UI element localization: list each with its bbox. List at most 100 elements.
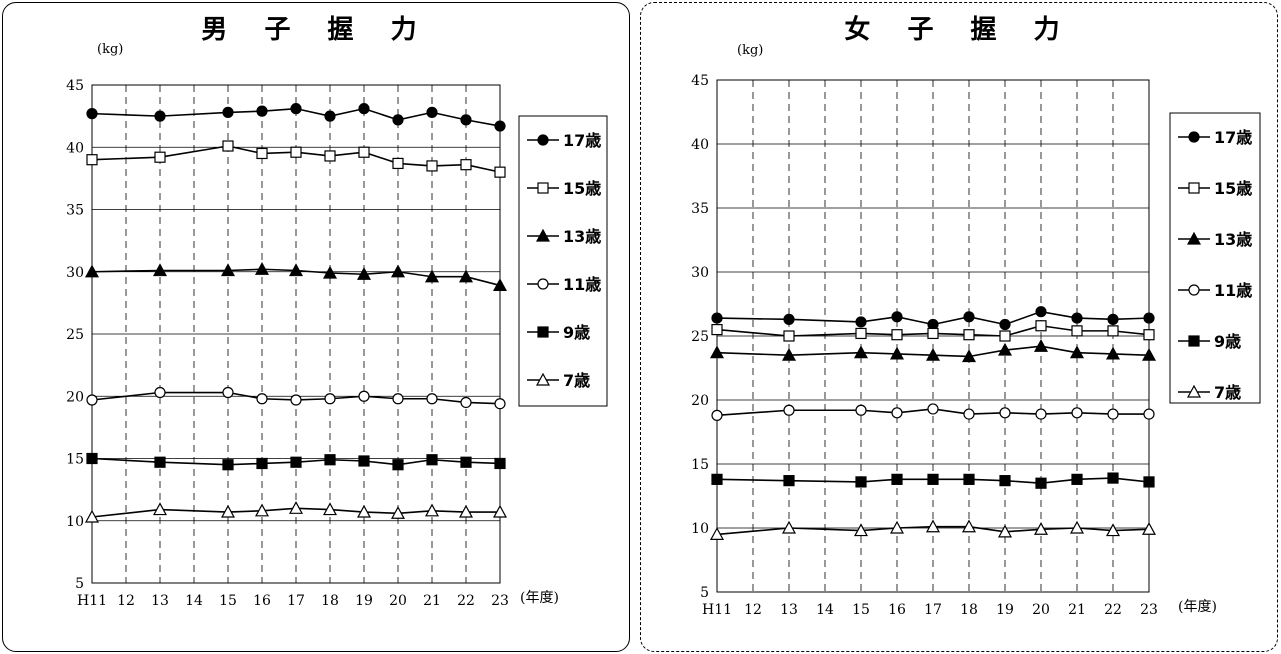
legend-box: [518, 115, 608, 407]
data-point: [891, 473, 903, 485]
data-point: [711, 473, 723, 485]
legend-item: 7歳: [527, 371, 590, 390]
x-tick-label: 14: [816, 602, 834, 618]
data-point: [86, 394, 98, 406]
legend-item: 17歳: [1178, 128, 1252, 147]
chart-panel-girls: 女 子 握 力 (kg) 5 10 15 20 25 30 35 40 45 H11 12 13 14 15…: [640, 2, 1278, 652]
data-point: [963, 329, 975, 341]
legend-label: 9歳: [1214, 332, 1241, 351]
data-point: [86, 154, 98, 166]
data-point: [358, 455, 370, 467]
data-point: [855, 476, 867, 488]
data-point: [254, 503, 270, 517]
data-point: [494, 166, 506, 178]
data-point: [390, 506, 406, 519]
series-6: [84, 501, 508, 523]
data-point: [424, 269, 440, 283]
x-tick-label: H11: [702, 602, 732, 618]
data-point: [1035, 306, 1047, 318]
legend-item: 15歳: [527, 179, 601, 198]
data-point: [152, 502, 168, 516]
chart-boys-grip: (kg) 5 10 15 20 25 30 35 40 45 H11 12 13 14 15 16 17 18 19…: [66, 42, 608, 609]
legend-label: 17歳: [1214, 128, 1252, 147]
data-point: [1141, 522, 1157, 535]
data-point: [1143, 408, 1155, 420]
legend-marker: [537, 278, 549, 290]
data-point: [358, 146, 370, 158]
data-point: [963, 473, 975, 485]
data-point: [709, 345, 725, 359]
data-point: [290, 394, 302, 406]
data-point: [84, 509, 100, 523]
data-point: [1143, 476, 1155, 488]
x-tick-label: 16: [253, 593, 271, 609]
data-point: [783, 404, 795, 416]
data-point: [256, 393, 268, 405]
data-point: [458, 504, 474, 518]
legend-item: 11歳: [1178, 281, 1252, 300]
data-point: [1141, 347, 1157, 361]
data-point: [781, 520, 797, 534]
x-tick-label: 23: [491, 593, 509, 609]
x-tick-label: 22: [457, 593, 475, 609]
data-point: [1071, 312, 1083, 324]
data-point: [853, 523, 869, 537]
data-point: [961, 349, 977, 363]
series-5: [711, 472, 1155, 489]
data-point: [999, 330, 1011, 342]
legend-marker: [1188, 284, 1200, 296]
data-point: [963, 408, 975, 420]
data-point: [254, 262, 270, 275]
data-point: [222, 140, 234, 152]
series-2: [86, 140, 506, 178]
data-point: [492, 504, 508, 518]
data-point: [999, 407, 1011, 419]
x-tick-label: 15: [219, 593, 237, 609]
y-axis-unit: (kg): [97, 42, 123, 57]
legend-marker: [1188, 182, 1200, 194]
y-tick-label: 20: [691, 393, 709, 409]
x-tick-label: 16: [888, 602, 906, 618]
data-point: [891, 311, 903, 323]
legend-marker: [537, 134, 549, 146]
legend-marker: [1188, 131, 1200, 143]
data-point: [154, 151, 166, 163]
data-point: [424, 503, 440, 517]
x-tick-label: 18: [960, 602, 978, 618]
data-point: [288, 501, 304, 514]
data-point: [711, 324, 723, 336]
legend-item: 17歳: [527, 131, 601, 150]
x-tick-label: 21: [1068, 602, 1086, 618]
data-point: [1107, 325, 1119, 337]
legend-marker: [535, 228, 551, 242]
data-point: [781, 347, 797, 361]
legend-label: 17歳: [563, 131, 601, 150]
data-point: [290, 146, 302, 158]
data-point: [783, 475, 795, 487]
y-axis-unit: (kg): [737, 43, 763, 58]
data-point: [997, 524, 1013, 538]
data-point: [460, 159, 472, 171]
y-tick-label: 5: [700, 585, 709, 601]
legend-marker: [1186, 231, 1202, 245]
x-tick-label: 20: [389, 593, 407, 609]
x-tick-label: 12: [117, 593, 135, 609]
data-point: [783, 330, 795, 342]
y-tick-label: 30: [66, 265, 84, 281]
data-point: [290, 456, 302, 468]
y-tick-label: 45: [66, 78, 84, 94]
x-tick-label: 13: [780, 602, 798, 618]
y-tick-label: 40: [66, 140, 84, 156]
data-point: [889, 520, 905, 534]
x-tick-label: H11: [77, 593, 107, 609]
y-tick-label: 10: [691, 521, 709, 537]
data-point: [999, 475, 1011, 487]
data-point: [709, 527, 725, 541]
data-point: [1143, 312, 1155, 324]
legend-item: 7歳: [1178, 383, 1241, 402]
y-tick-label: 35: [691, 201, 709, 217]
x-tick-label: 15: [852, 602, 870, 618]
data-point: [392, 114, 404, 126]
x-tick-label: 13: [151, 593, 169, 609]
legend-label: 15歳: [1214, 179, 1252, 198]
